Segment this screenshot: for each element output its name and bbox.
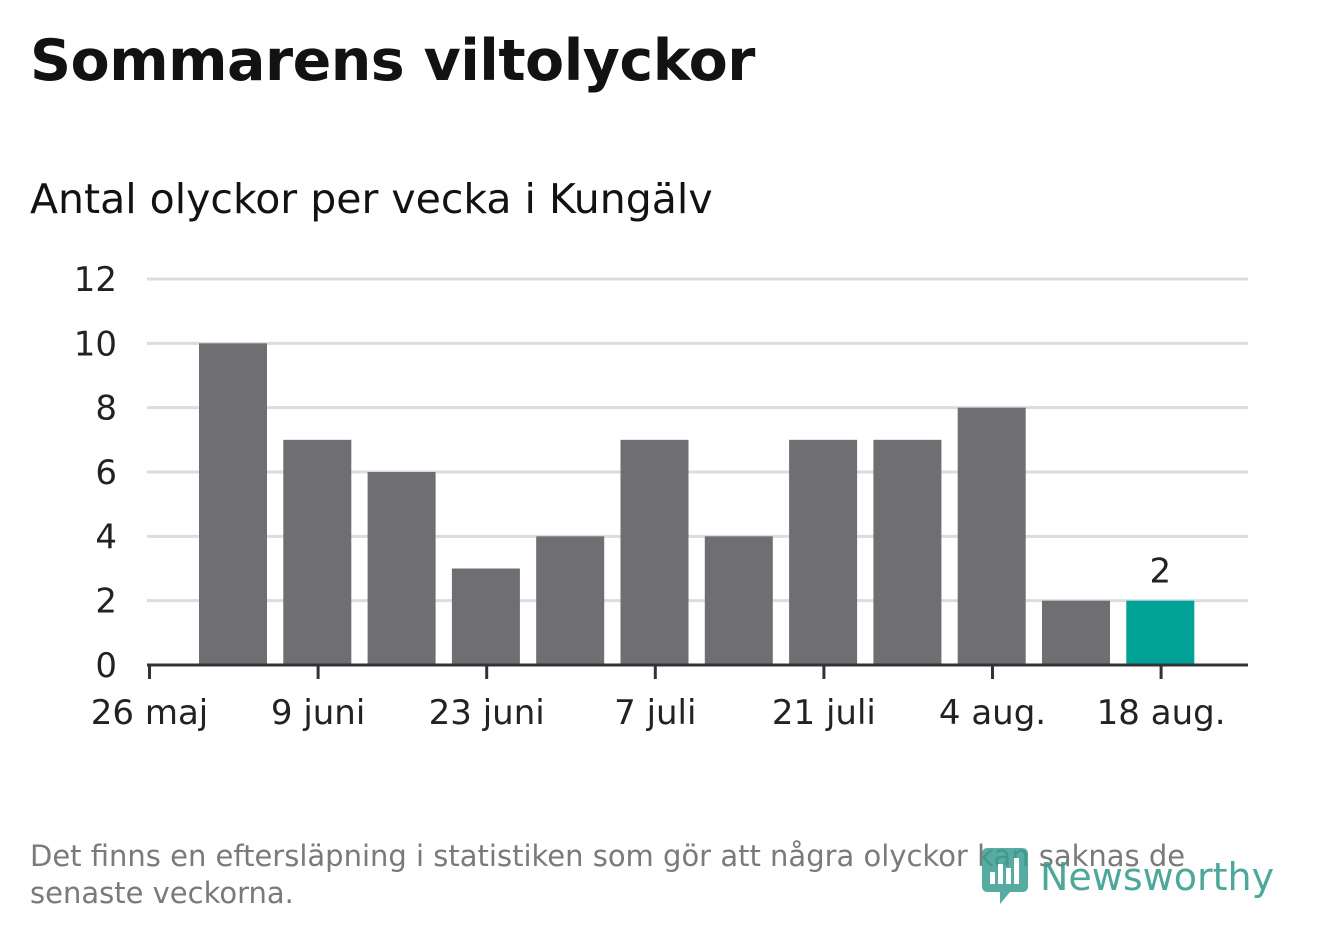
data-label: 2 — [1149, 552, 1171, 592]
y-tick-label: 12 — [74, 260, 117, 300]
y-tick-label: 10 — [74, 324, 117, 364]
chart-subtitle: Antal olyckor per vecka i Kungälv — [30, 175, 713, 223]
brand-logo: Newsworthy — [980, 846, 1274, 908]
bar — [789, 439, 858, 665]
y-tick-label: 2 — [95, 582, 117, 622]
bar — [367, 472, 436, 665]
x-tick-label: 18 aug. — [1097, 693, 1226, 733]
newsworthy-chart-bubble-icon — [982, 848, 1028, 904]
y-tick-label: 8 — [95, 389, 117, 429]
x-tick-label: 21 juli — [772, 693, 876, 733]
bar — [1042, 600, 1110, 665]
y-axis-ticks: 0 2 4 6 8 10 12 — [74, 260, 117, 686]
x-tick-label: 4 aug. — [939, 693, 1046, 733]
bar — [873, 439, 942, 665]
bar — [1126, 600, 1195, 665]
brand-name: Newsworthy — [1040, 855, 1275, 899]
bars — [199, 343, 1195, 665]
bar — [704, 536, 773, 665]
y-tick-label: 6 — [95, 453, 117, 493]
bar — [199, 343, 267, 665]
bar — [620, 439, 689, 665]
bar — [957, 407, 1026, 665]
x-tick-label: 9 juni — [271, 693, 365, 733]
x-axis-ticks: 26 maj 9 juni 23 juni 7 juli 21 juli 4 aug. 18… — [91, 665, 1226, 733]
x-tick-label: 7 juli — [614, 693, 696, 733]
bar-chart: 0 2 4 6 8 10 12 26 maj 9 juni 23 juni 7 juli 21 ju… — [74, 260, 1248, 733]
bar — [536, 536, 605, 665]
data-labels: 2 — [1149, 552, 1171, 592]
bar — [451, 568, 520, 665]
x-tick-label: 23 juni — [429, 693, 545, 733]
y-tick-label: 4 — [95, 517, 117, 557]
x-tick-label: 26 maj — [91, 693, 208, 733]
chart-title: Sommarens viltolyckor — [30, 28, 755, 94]
y-tick-label: 0 — [95, 646, 117, 686]
bar — [283, 439, 352, 665]
